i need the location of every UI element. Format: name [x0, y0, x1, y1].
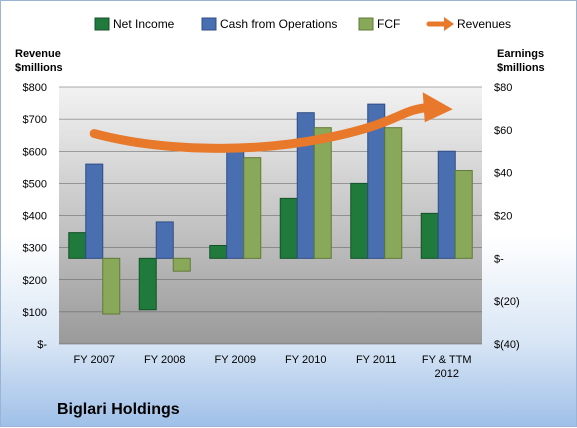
- right-tick-label: $60: [494, 125, 512, 137]
- right-tick-label: $20: [494, 211, 512, 223]
- bar-fcf: [102, 257, 121, 315]
- legend-swatch-net-income: [94, 17, 110, 31]
- left-tick-label: $100: [23, 307, 47, 319]
- bar-net-income: [420, 212, 439, 259]
- left-tick-label: $200: [23, 275, 47, 287]
- left-tick-label: $700: [23, 114, 47, 126]
- legend-label-cash-from-operations: Cash from Operations: [220, 17, 337, 31]
- right-tick-label: $40: [494, 168, 512, 180]
- company-title: Biglari Holdings: [57, 401, 180, 418]
- x-tick-label: 2012: [435, 368, 459, 380]
- right-tick-label: $(20): [494, 296, 520, 308]
- revenue-trend-layer: [89, 92, 453, 153]
- left-tick-label: $300: [23, 243, 47, 255]
- left-tick-label: $500: [23, 178, 47, 190]
- right-tick-label: $-: [494, 253, 504, 265]
- bar-fcf: [384, 127, 403, 259]
- left-axis-title-line1: Revenue: [15, 48, 61, 60]
- gridlines: [59, 86, 482, 345]
- right-axis-title-line2: $millions: [497, 62, 545, 74]
- bar-net-income: [138, 257, 157, 311]
- x-tick-label: FY 2007: [74, 354, 115, 366]
- legend-label-fcf: FCF: [377, 17, 400, 31]
- x-tick-label: FY 2009: [215, 354, 256, 366]
- bar-net-income: [279, 197, 298, 259]
- bar-net-income: [350, 182, 369, 259]
- left-tick-label: $600: [23, 146, 47, 158]
- legend-label-net-income: Net Income: [113, 17, 175, 31]
- legend-swatch-revenues-arrowhead: [444, 17, 454, 31]
- bar-cash-from-operations: [226, 144, 245, 259]
- legend-label-revenues: Revenues: [457, 17, 511, 31]
- bar-fcf: [454, 170, 473, 259]
- x-tick-label: FY 2008: [144, 354, 185, 366]
- bar-cash-from-operations: [437, 150, 456, 259]
- left-tick-label: $400: [23, 211, 47, 223]
- bar-fcf: [243, 157, 262, 259]
- x-tick-label: FY 2011: [356, 354, 397, 366]
- right-axis-title-line1: Earnings: [497, 48, 544, 60]
- bar-fcf: [172, 257, 191, 272]
- right-tick-label: $(40): [494, 339, 520, 351]
- bars-layer: [68, 103, 473, 315]
- legend-swatch-fcf: [358, 17, 374, 31]
- right-axis-ticks: $(40) $(20) $- $20 $40 $60 $80: [494, 82, 520, 351]
- left-tick-label: $800: [23, 82, 47, 94]
- bar-net-income: [68, 232, 87, 259]
- x-axis-ticks: FY 2007 FY 2008 FY 2009 FY 2010 FY 2011 FY & …: [74, 354, 472, 380]
- left-axis-ticks: $- $100 $200 $300 $400 $500 $600 $700 $800: [23, 82, 48, 351]
- bar-cash-from-operations: [296, 112, 315, 259]
- bar-cash-from-operations: [85, 163, 104, 259]
- bar-cash-from-operations: [155, 221, 174, 259]
- x-tick-label: FY 2010: [285, 354, 326, 366]
- revenue-trend-arrowhead: [422, 92, 453, 123]
- left-axis-title-line2: $millions: [15, 62, 63, 74]
- x-tick-label: FY & TTM: [422, 354, 472, 366]
- bar-net-income: [209, 244, 228, 259]
- bar-fcf: [313, 127, 332, 259]
- left-tick-label: $-: [37, 339, 47, 351]
- revenue-trend-arrow: [89, 102, 437, 153]
- right-tick-label: $80: [494, 82, 512, 94]
- legend-swatch-cash-from-operations: [201, 17, 217, 31]
- legend: Net Income Cash from Operations FCF Reve…: [94, 17, 511, 31]
